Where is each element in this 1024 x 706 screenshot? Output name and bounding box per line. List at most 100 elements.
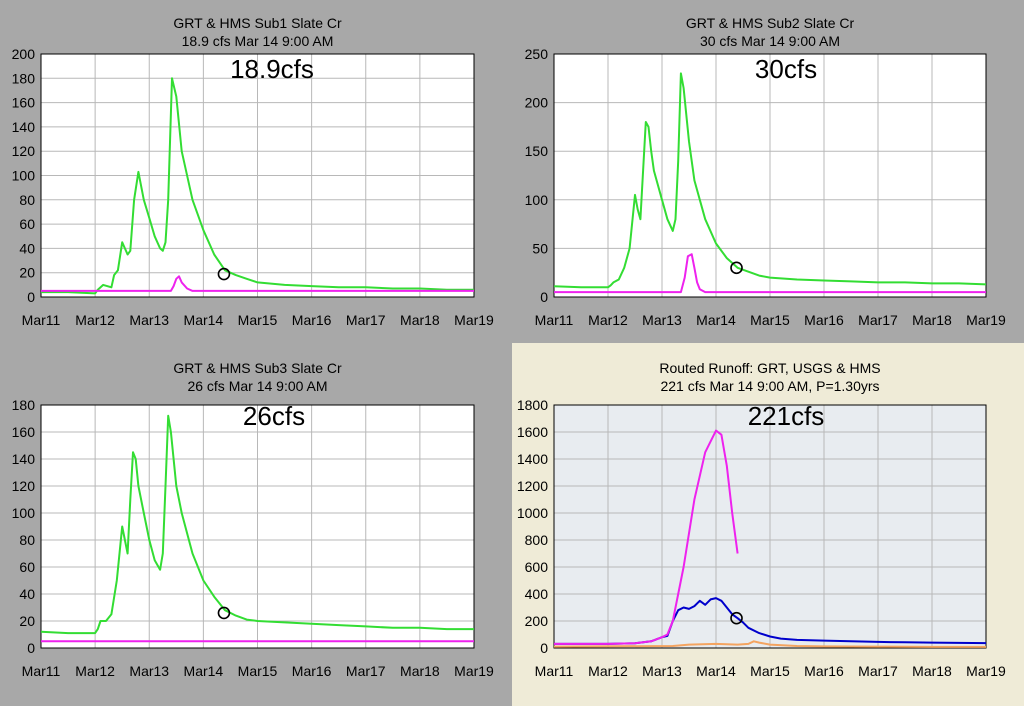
x-tick-label: Mar12 xyxy=(588,312,628,328)
series-line-0 xyxy=(41,77,474,295)
chart-subtitle: 18.9 cfs Mar 14 9:00 AM xyxy=(182,33,334,49)
current-flow-annotation: 30cfs xyxy=(755,54,817,84)
y-tick-label: 160 xyxy=(12,424,36,440)
x-tick-label: Mar19 xyxy=(966,312,1006,328)
series-line-0 xyxy=(553,72,987,289)
x-tick-label: Mar14 xyxy=(184,312,224,328)
x-tick-label: Mar14 xyxy=(184,663,224,679)
y-tick-label: 250 xyxy=(525,46,549,62)
chart-title: Routed Runoff: GRT, USGS & HMS xyxy=(659,360,880,376)
y-tick-label: 120 xyxy=(12,143,36,159)
x-tick-label: Mar13 xyxy=(129,663,169,679)
y-tick-label: 50 xyxy=(532,240,548,256)
y-tick-label: 100 xyxy=(525,192,549,208)
x-tick-label: Mar13 xyxy=(129,312,169,328)
y-tick-label: 160 xyxy=(12,95,36,111)
y-tick-label: 1200 xyxy=(517,478,548,494)
x-tick-label: Mar16 xyxy=(804,663,844,679)
current-flow-annotation: 221cfs xyxy=(748,401,825,431)
x-tick-label: Mar11 xyxy=(22,663,61,679)
x-tick-label: Mar11 xyxy=(535,663,574,679)
y-tick-label: 400 xyxy=(525,586,549,602)
y-tick-label: 150 xyxy=(525,143,549,159)
x-tick-label: Mar19 xyxy=(454,663,494,679)
plot-border xyxy=(553,53,987,298)
chart-sub3: GRT & HMS Sub3 Slate Cr 26 cfs Mar 14 9:0… xyxy=(12,360,494,679)
chart-subtitle: 26 cfs Mar 14 9:00 AM xyxy=(187,378,327,394)
current-flow-annotation: 26cfs xyxy=(243,401,305,431)
y-tick-label: 0 xyxy=(27,289,35,305)
x-tick-label: Mar18 xyxy=(400,663,440,679)
x-tick-label: Mar11 xyxy=(22,312,61,328)
y-tick-label: 1400 xyxy=(517,451,548,467)
chart-subtitle: 30 cfs Mar 14 9:00 AM xyxy=(700,33,840,49)
x-tick-label: Mar18 xyxy=(912,312,952,328)
plot-border xyxy=(40,53,475,298)
y-tick-label: 60 xyxy=(19,559,35,575)
x-tick-label: Mar18 xyxy=(400,312,440,328)
current-flow-annotation: 18.9cfs xyxy=(230,54,314,84)
x-tick-label: Mar19 xyxy=(966,663,1006,679)
y-tick-label: 0 xyxy=(27,640,35,656)
current-value-marker xyxy=(217,606,231,620)
chart-title: GRT & HMS Sub2 Slate Cr xyxy=(686,15,855,31)
x-tick-label: Mar11 xyxy=(535,312,574,328)
x-tick-label: Mar17 xyxy=(858,312,898,328)
x-tick-label: Mar13 xyxy=(642,663,682,679)
x-tick-label: Mar14 xyxy=(696,663,736,679)
x-tick-label: Mar19 xyxy=(454,312,494,328)
y-tick-label: 40 xyxy=(19,586,35,602)
y-tick-label: 600 xyxy=(525,559,549,575)
x-tick-label: Mar15 xyxy=(750,663,790,679)
x-tick-label: Mar18 xyxy=(912,663,952,679)
series-line-2 xyxy=(553,640,986,648)
x-tick-label: Mar12 xyxy=(75,312,115,328)
chart-sub1: GRT & HMS Sub1 Slate Cr 18.9 cfs Mar 14 9… xyxy=(12,15,494,328)
x-tick-label: Mar15 xyxy=(238,312,278,328)
y-tick-label: 200 xyxy=(12,46,36,62)
chart-title: GRT & HMS Sub3 Slate Cr xyxy=(173,360,342,376)
current-value-marker xyxy=(217,267,231,281)
y-tick-label: 140 xyxy=(12,119,36,135)
y-tick-label: 80 xyxy=(19,192,35,208)
y-tick-label: 0 xyxy=(540,289,548,305)
y-tick-label: 180 xyxy=(12,70,36,86)
x-tick-label: Mar16 xyxy=(292,312,332,328)
chart-sub2: GRT & HMS Sub2 Slate Cr 30 cfs Mar 14 9:0… xyxy=(525,15,1006,328)
y-tick-label: 1000 xyxy=(517,505,548,521)
x-tick-label: Mar15 xyxy=(750,312,790,328)
y-tick-label: 1800 xyxy=(517,397,548,413)
y-tick-label: 20 xyxy=(19,265,35,281)
chart-subtitle: 221 cfs Mar 14 9:00 AM, P=1.30yrs xyxy=(660,378,879,394)
x-tick-label: Mar17 xyxy=(346,312,386,328)
y-tick-label: 1600 xyxy=(517,424,548,440)
y-tick-label: 80 xyxy=(19,532,35,548)
chart-panel-routed: Routed Runoff: GRT, USGS & HMS 221 cfs Ma… xyxy=(512,343,1024,706)
current-value-marker xyxy=(730,611,743,625)
current-value-marker xyxy=(730,261,743,275)
y-tick-label: 100 xyxy=(12,168,36,184)
chart-panel-sub3: GRT & HMS Sub3 Slate Cr 26 cfs Mar 14 9:0… xyxy=(0,343,512,706)
chart-panel-sub1: GRT & HMS Sub1 Slate Cr 18.9 cfs Mar 14 9… xyxy=(0,0,512,343)
y-tick-label: 140 xyxy=(12,451,36,467)
series-line-1 xyxy=(554,429,739,645)
x-tick-label: Mar12 xyxy=(75,663,115,679)
x-tick-label: Mar12 xyxy=(588,663,628,679)
y-tick-label: 800 xyxy=(525,532,549,548)
series-line-1 xyxy=(41,275,474,292)
y-tick-label: 60 xyxy=(19,216,35,232)
plot-border xyxy=(40,404,475,649)
x-tick-label: Mar15 xyxy=(238,663,278,679)
x-tick-label: Mar16 xyxy=(292,663,332,679)
chart-title: GRT & HMS Sub1 Slate Cr xyxy=(173,15,342,31)
y-tick-label: 0 xyxy=(540,640,548,656)
y-tick-label: 180 xyxy=(12,397,36,413)
chart-panel-sub2: GRT & HMS Sub2 Slate Cr 30 cfs Mar 14 9:0… xyxy=(512,0,1024,343)
x-tick-label: Mar16 xyxy=(804,312,844,328)
y-tick-label: 120 xyxy=(12,478,36,494)
y-tick-label: 20 xyxy=(19,613,35,629)
y-tick-label: 200 xyxy=(525,95,549,111)
series-line-0 xyxy=(40,414,474,635)
y-tick-label: 100 xyxy=(12,505,36,521)
